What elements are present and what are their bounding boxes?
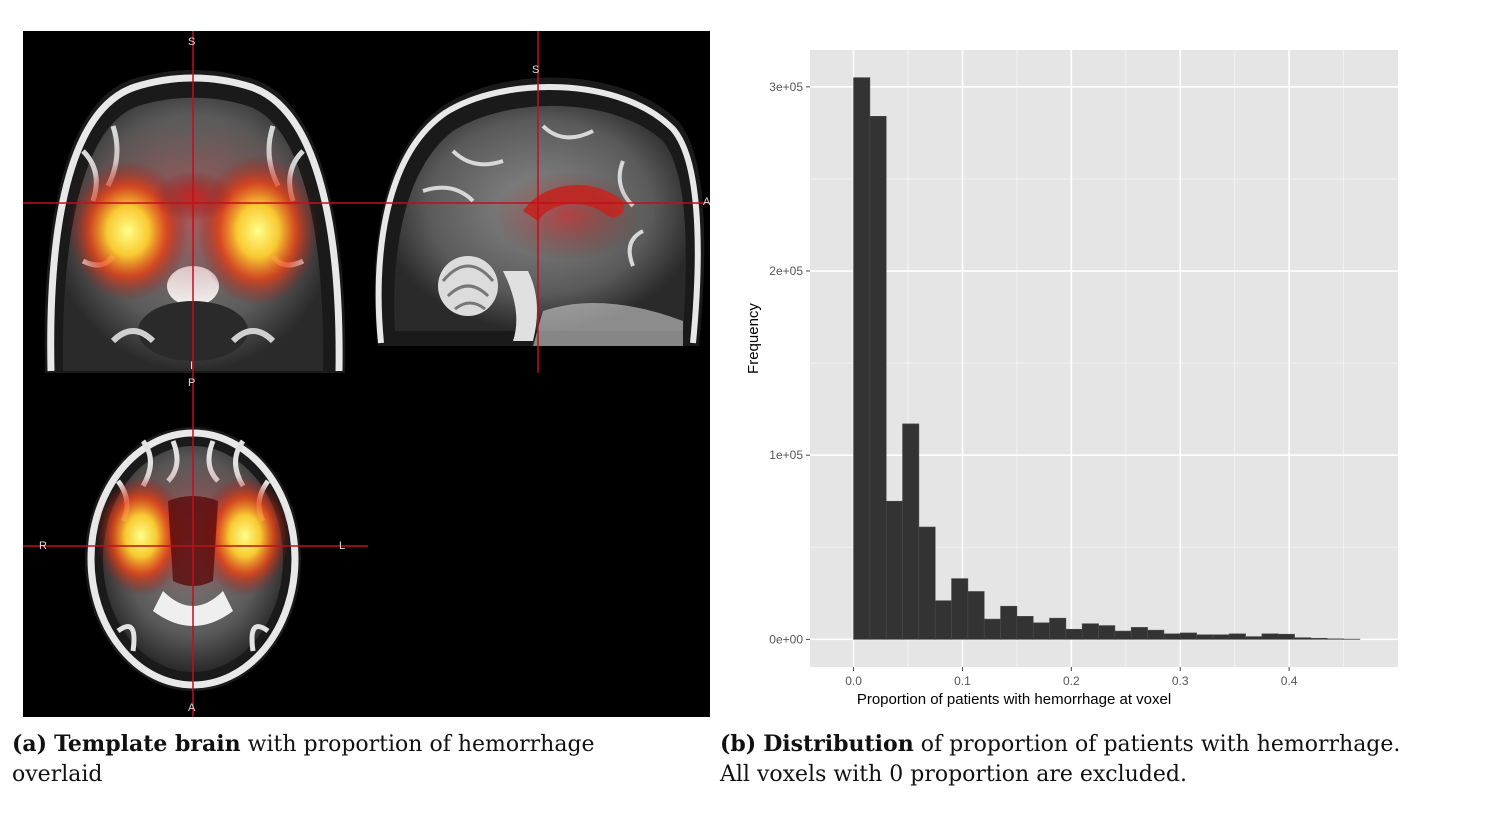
brain-template-panel: S I S A P A R L — [23, 31, 710, 717]
caption-b: (b) Distribution of proportion of patien… — [720, 729, 1420, 790]
histogram-bar — [1326, 638, 1344, 640]
x-tick-label: 0.4 — [1281, 674, 1298, 688]
y-axis-label: Frequency — [745, 303, 762, 374]
x-tick-label: 0.3 — [1172, 674, 1189, 688]
histogram-bar — [934, 600, 952, 640]
histogram-bar — [983, 618, 1001, 640]
histogram-bar — [967, 591, 985, 640]
y-tick-label: 0e+00 — [769, 632, 803, 646]
orientation-label-sagittal-anterior: A — [703, 196, 710, 208]
orientation-label-sagittal-superior: S — [532, 64, 540, 76]
histogram-bar — [1310, 637, 1328, 640]
histogram-bars — [853, 77, 1361, 640]
caption-a-text: with proportion of hemorrhage overlaid — [12, 732, 595, 787]
histogram-bar — [869, 116, 887, 640]
histogram-bar — [1114, 630, 1132, 640]
histogram-bar — [1016, 616, 1034, 640]
histogram-bar — [1294, 637, 1312, 640]
histogram-bar — [1196, 634, 1214, 640]
histogram-bar — [918, 526, 936, 640]
histogram-bar — [1147, 629, 1165, 640]
crosshairs — [23, 31, 710, 717]
histogram-bar — [1000, 605, 1018, 640]
y-tick-label: 1e+05 — [769, 448, 803, 462]
orientation-label-coronal-superior: S — [188, 36, 196, 48]
caption-a-label: (a) — [12, 731, 48, 757]
coronal-slice — [44, 70, 346, 373]
histogram-bar — [1081, 623, 1099, 640]
histogram-bar — [1163, 633, 1181, 640]
histogram-bar — [902, 423, 920, 640]
histogram-bar — [1228, 633, 1246, 640]
histogram-bar — [1261, 633, 1279, 640]
caption-a-title: Template brain — [54, 731, 241, 757]
orientation-label-coronal-inferior: I — [190, 360, 194, 372]
histogram-bar — [1065, 628, 1083, 640]
histogram-bar — [1130, 627, 1148, 640]
caption-b-title: Distribution — [763, 731, 914, 757]
axes: 0.0 0.1 0.2 0.3 0.4 0e+00 1e+05 2e+05 3e+05 — [769, 80, 1297, 688]
histogram-chart: 0.0 0.1 0.2 0.3 0.4 0e+00 1e+05 2e+05 3e+05 Prop… — [745, 50, 1398, 708]
orientation-label-axial-left: L — [339, 540, 346, 552]
histogram-bar — [853, 77, 871, 640]
histogram-bar — [1049, 617, 1067, 640]
histogram-bar — [1245, 636, 1263, 640]
caption-a: (a) Template brain with proportion of he… — [12, 729, 692, 790]
x-axis-label: Proportion of patients with hemorrhage a… — [857, 691, 1171, 708]
y-tick-label: 3e+05 — [769, 80, 803, 94]
orientation-label-axial-posterior: P — [188, 377, 196, 389]
histogram-bar — [1277, 633, 1295, 640]
orientation-label-axial-right: R — [39, 540, 47, 552]
histogram-bar — [951, 578, 969, 640]
caption-b-label: (b) — [720, 731, 757, 757]
histogram-bar — [885, 500, 903, 640]
histogram-bar — [1179, 632, 1197, 640]
histogram-bar — [1032, 622, 1050, 640]
y-tick-label: 2e+05 — [769, 264, 803, 278]
sagittal-slice — [374, 77, 705, 346]
brain-slices-image — [23, 31, 710, 717]
x-tick-label: 0.0 — [845, 674, 862, 688]
x-tick-label: 0.1 — [954, 674, 971, 688]
orientation-label-axial-anterior: A — [188, 702, 196, 714]
x-tick-label: 0.2 — [1063, 674, 1080, 688]
caption-b-text: of proportion of patients with hemorrhag… — [720, 732, 1401, 787]
histogram-bar — [1212, 634, 1230, 640]
histogram-bar — [1098, 625, 1116, 640]
